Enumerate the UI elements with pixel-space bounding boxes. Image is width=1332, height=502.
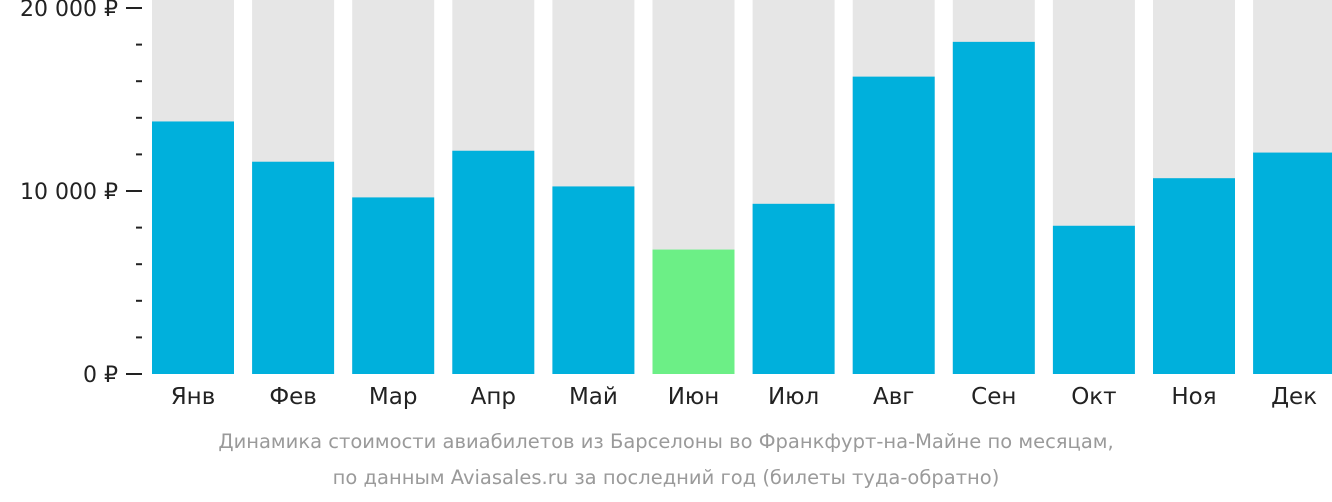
bar[interactable] bbox=[1153, 178, 1235, 374]
bar[interactable] bbox=[1052, 225, 1135, 374]
bar[interactable] bbox=[152, 121, 234, 375]
x-tick-label: Июн bbox=[668, 384, 720, 410]
price-bar-chart: 0 ₽ 10 000 ₽ 20 000 ₽ Янв Фев Мар Апр Май Июн Ию… bbox=[20, 0, 1332, 410]
chart-caption-line-2: по данным Aviasales.ru за последний год … bbox=[332, 466, 1000, 489]
x-tick-label: Июл bbox=[768, 384, 819, 410]
x-tick-label: Дек bbox=[1271, 384, 1317, 410]
bar[interactable] bbox=[352, 197, 435, 374]
bars bbox=[152, 41, 1332, 375]
x-axis-labels: Янв Фев Мар Апр Май Июн Июл Авг Сен Окт Ноя Дек bbox=[171, 384, 1318, 410]
x-tick-label: Фев bbox=[269, 384, 317, 410]
x-tick-label: Ноя bbox=[1171, 384, 1216, 410]
x-tick-label: Апр bbox=[471, 384, 516, 410]
bar[interactable] bbox=[652, 249, 735, 374]
x-tick-label: Янв bbox=[171, 384, 216, 410]
x-tick-label: Авг bbox=[873, 384, 914, 410]
chart-caption-line-1: Динамика стоимости авиабилетов из Барсел… bbox=[218, 430, 1114, 453]
bar[interactable] bbox=[952, 41, 1035, 374]
bar[interactable] bbox=[752, 203, 835, 374]
bar[interactable] bbox=[452, 150, 535, 374]
x-tick-label: Сен bbox=[971, 384, 1016, 410]
x-tick-label: Мар bbox=[369, 384, 418, 410]
y-tick-label: 0 ₽ bbox=[83, 363, 118, 388]
y-axis: 0 ₽ 10 000 ₽ 20 000 ₽ bbox=[20, 0, 142, 388]
bar[interactable] bbox=[552, 186, 635, 374]
bar[interactable] bbox=[252, 161, 335, 374]
bar[interactable] bbox=[852, 76, 935, 374]
bar[interactable] bbox=[1253, 152, 1332, 374]
y-tick-label: 10 000 ₽ bbox=[20, 180, 118, 205]
x-tick-label: Окт bbox=[1071, 384, 1116, 410]
x-tick-label: Май bbox=[569, 384, 618, 410]
y-tick-label: 20 000 ₽ bbox=[20, 0, 118, 22]
